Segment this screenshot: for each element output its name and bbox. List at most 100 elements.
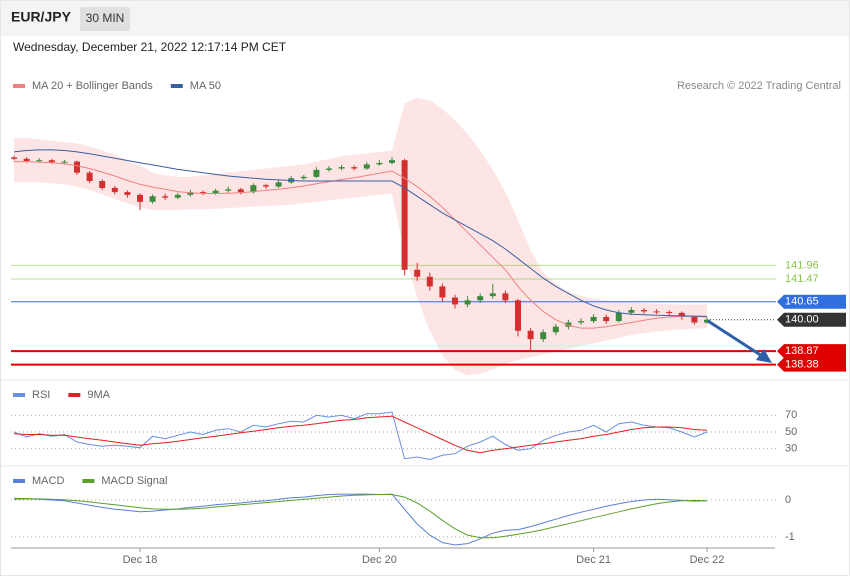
forecast-arrow (707, 319, 772, 363)
candle-body (36, 160, 43, 162)
timeframe-label[interactable]: 30 MIN (86, 11, 125, 25)
candle-body (263, 185, 269, 187)
candle-body (111, 187, 118, 193)
arrow-head (756, 349, 772, 363)
candle-body (149, 196, 156, 202)
candle-body (250, 185, 257, 193)
legend-label: MACD Signal (101, 475, 167, 487)
level-label: 141.96 (785, 259, 819, 271)
bollinger-band (14, 97, 707, 376)
candle-body (527, 330, 534, 340)
candle-body (628, 310, 635, 313)
y-tick-label: 50 (785, 426, 797, 438)
candle-body (678, 312, 685, 317)
candle-body (99, 181, 106, 188)
candle-body (137, 194, 143, 202)
candle-body (237, 189, 244, 193)
legend-label: MACD (32, 475, 64, 487)
candle-body (363, 164, 370, 169)
level-badge (777, 344, 846, 359)
candle-body (452, 297, 458, 305)
candle-body (401, 160, 408, 270)
symbol: EUR/JPY (11, 9, 72, 25)
candle-body (23, 158, 30, 162)
candle-body (187, 192, 194, 195)
candle-body (338, 167, 345, 169)
candle-body (86, 172, 93, 182)
candle-body (200, 192, 206, 194)
candle-body (212, 190, 219, 194)
legend-swatch (170, 84, 183, 88)
timeframe-button[interactable] (80, 7, 130, 31)
level-badge (777, 312, 846, 327)
candle-body (74, 161, 80, 173)
arrow-shaft (707, 319, 763, 358)
candle-body (414, 269, 421, 277)
candle-body (426, 276, 433, 287)
series-line (13, 411, 708, 461)
candle-body (275, 182, 282, 187)
candle-body (439, 286, 446, 298)
legend-label: RSI (32, 389, 50, 401)
legend-swatch (13, 84, 25, 88)
candle-body (704, 319, 710, 323)
candle-body (477, 296, 484, 301)
candle-body (326, 168, 332, 170)
candle-body (502, 293, 509, 301)
candle-body (376, 162, 383, 165)
header-bar (1, 1, 849, 36)
level-label: 138.87 (785, 345, 819, 357)
candle-body (61, 161, 68, 163)
candle-body (515, 300, 521, 331)
y-tick-label: 0 (785, 494, 791, 506)
x-tick-label: Dec 20 (362, 554, 397, 566)
candle-body (540, 332, 547, 340)
candle-body (691, 316, 698, 323)
candle-body (174, 194, 181, 198)
series-line (14, 161, 708, 329)
series-line (13, 149, 708, 317)
candle-body (615, 312, 622, 322)
level-label: 141.47 (785, 273, 819, 285)
candle-body (590, 316, 597, 322)
level-label: 138.38 (785, 359, 819, 371)
x-tick-label: Dec 21 (576, 554, 611, 566)
legend-label: 9MA (87, 389, 110, 401)
candle-body (464, 300, 471, 305)
candle-body (124, 192, 131, 195)
candle-body (389, 160, 395, 163)
candle-body (603, 316, 610, 322)
candle-body (578, 321, 584, 323)
x-tick-label: Dec 22 (690, 554, 725, 566)
series-line (13, 415, 708, 454)
candle-body (552, 326, 559, 333)
candle-body (641, 310, 647, 312)
candle-body (565, 322, 572, 327)
candle-body (162, 196, 169, 198)
legend-label: MA 50 (190, 80, 221, 92)
candle-body (11, 157, 17, 159)
y-tick-label: 30 (785, 443, 797, 455)
candle-body (351, 167, 358, 169)
series-line (13, 493, 708, 546)
legend-swatch (82, 479, 95, 483)
legend-label: MA 20 + Bollinger Bands (32, 80, 153, 92)
level-label: 140.65 (785, 296, 819, 308)
timestamp: Wednesday, December 21, 2022 12:17:14 PM… (13, 40, 287, 54)
level-badge (777, 357, 846, 372)
candle-body (489, 293, 496, 297)
series-line (13, 494, 708, 539)
legend-swatch (13, 393, 25, 397)
candle-body (653, 311, 660, 313)
x-tick-label: Dec 18 (123, 554, 158, 566)
y-tick-label: -1 (785, 531, 795, 543)
level-label: 140.00 (785, 314, 819, 326)
legend-swatch (13, 479, 25, 483)
plot-layer: 141.96 141.47 140.65 140.00 138.87 138.38 MA 2… (11, 80, 846, 566)
candle-body (666, 311, 673, 313)
level-badge (777, 294, 846, 309)
candle-body (48, 160, 55, 163)
legend-swatch (68, 393, 81, 397)
